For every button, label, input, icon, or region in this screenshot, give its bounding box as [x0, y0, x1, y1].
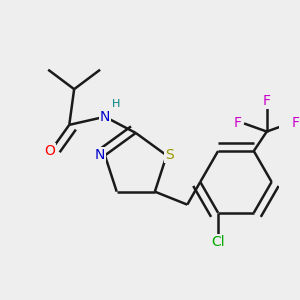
Text: Cl: Cl	[211, 235, 225, 249]
Text: O: O	[44, 144, 55, 158]
Text: F: F	[263, 94, 271, 108]
Text: F: F	[234, 116, 242, 130]
Text: F: F	[292, 116, 300, 130]
Text: N: N	[95, 148, 105, 162]
Text: S: S	[166, 148, 174, 162]
Text: N: N	[100, 110, 110, 124]
Text: H: H	[112, 99, 121, 109]
